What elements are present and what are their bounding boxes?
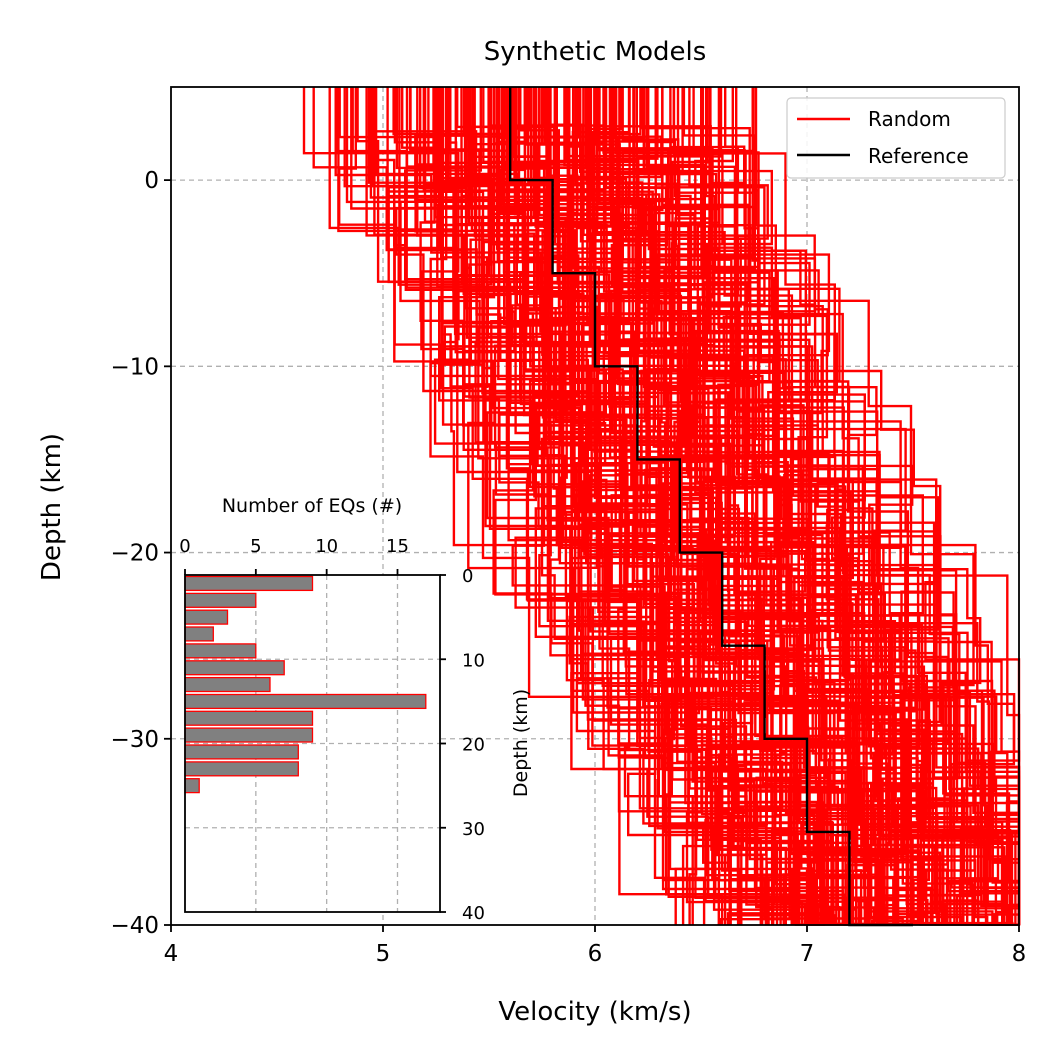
inset-histogram-bar bbox=[184, 643, 257, 659]
main-y-ticks: 0 −10 −20 −30 −40 bbox=[110, 168, 171, 939]
inset-histogram-bar bbox=[184, 575, 314, 592]
random-profile-line bbox=[610, 87, 1008, 925]
random-profile-line bbox=[549, 87, 885, 925]
inset-x-tick-label: 10 bbox=[315, 536, 338, 557]
random-profile-line bbox=[527, 87, 988, 925]
random-profile-line bbox=[465, 87, 832, 925]
inset-x-tick-label: 15 bbox=[386, 536, 409, 557]
main-x-ticks: 4 5 6 7 8 bbox=[164, 925, 1027, 967]
random-profile-line bbox=[621, 87, 1004, 925]
random-profile-line bbox=[467, 87, 834, 925]
inset-histogram-bar bbox=[184, 626, 214, 642]
inset-histogram-bar bbox=[184, 744, 299, 760]
inset-y-tick-label: 0 bbox=[462, 566, 473, 587]
inset-x-ticks: 0 5 10 15 bbox=[179, 536, 409, 575]
x-tick-label: 8 bbox=[1012, 941, 1027, 967]
random-profile-line bbox=[643, 87, 952, 925]
inset-histogram-bar bbox=[184, 727, 314, 743]
inset-y-ticks: 0 10 20 30 40 bbox=[440, 566, 485, 924]
x-tick-label: 5 bbox=[376, 941, 391, 967]
y-axis-label: Depth (km) bbox=[37, 433, 67, 581]
random-profile-line bbox=[594, 87, 1021, 925]
random-profile-line bbox=[566, 87, 1021, 925]
reference-profile bbox=[509, 87, 913, 927]
random-profile-line bbox=[598, 87, 1021, 925]
random-profile-line bbox=[719, 87, 1021, 925]
inset-y-axis-label: Depth (km) bbox=[510, 689, 532, 797]
random-profiles bbox=[302, 87, 1021, 926]
legend-label-reference: Reference bbox=[868, 144, 969, 168]
y-tick-label: 0 bbox=[144, 168, 159, 194]
y-tick-label: −40 bbox=[110, 913, 159, 939]
inset-histogram-bar bbox=[184, 660, 285, 676]
random-profile-line bbox=[610, 87, 952, 925]
random-profile-line bbox=[423, 87, 844, 925]
inset-histogram-bar bbox=[184, 676, 271, 693]
x-tick-label: 4 bbox=[164, 941, 179, 967]
legend-label-random: Random bbox=[868, 107, 951, 131]
y-tick-label: −20 bbox=[110, 541, 159, 567]
legend: Random Reference bbox=[786, 97, 1006, 179]
inset-histogram-bar bbox=[184, 609, 229, 625]
inset-histogram-bar bbox=[184, 778, 200, 794]
random-profile-line bbox=[527, 87, 928, 925]
x-tick-label: 7 bbox=[800, 941, 815, 967]
chart-title: Synthetic Models bbox=[484, 37, 707, 67]
random-profile-line bbox=[393, 87, 830, 925]
random-profile-line bbox=[474, 87, 768, 925]
random-profile-line bbox=[393, 87, 815, 925]
x-tick-label: 6 bbox=[588, 941, 603, 967]
random-profile-line bbox=[468, 87, 880, 926]
random-profile-line bbox=[563, 87, 992, 925]
inset-histogram-bar bbox=[184, 761, 299, 777]
inset-histogram-bar bbox=[184, 592, 257, 608]
random-profile-line bbox=[571, 87, 963, 925]
inset-x-axis-label: Number of EQs (#) bbox=[222, 495, 402, 517]
inset-gridlines bbox=[185, 575, 440, 912]
inset-x-tick-label: 0 bbox=[179, 536, 190, 557]
inset-y-tick-label: 20 bbox=[462, 735, 485, 756]
inset-y-tick-label: 30 bbox=[462, 819, 485, 840]
random-profile-line bbox=[596, 87, 939, 925]
random-profile-line bbox=[557, 87, 915, 925]
random-profile-line bbox=[455, 87, 828, 925]
x-axis-label: Velocity (km/s) bbox=[498, 997, 691, 1027]
inset-histogram-bar bbox=[184, 693, 427, 710]
y-tick-label: −30 bbox=[110, 727, 159, 753]
inset-histogram-bar bbox=[184, 710, 314, 726]
inset-y-tick-label: 10 bbox=[462, 650, 485, 671]
inset-x-tick-label: 5 bbox=[250, 536, 261, 557]
inset-y-tick-label: 40 bbox=[462, 903, 485, 924]
random-profile-line bbox=[387, 87, 730, 925]
random-profile-line bbox=[302, 87, 764, 925]
y-tick-label: −10 bbox=[110, 354, 159, 380]
random-profile-line bbox=[365, 87, 818, 925]
random-profile-line bbox=[604, 87, 1021, 925]
